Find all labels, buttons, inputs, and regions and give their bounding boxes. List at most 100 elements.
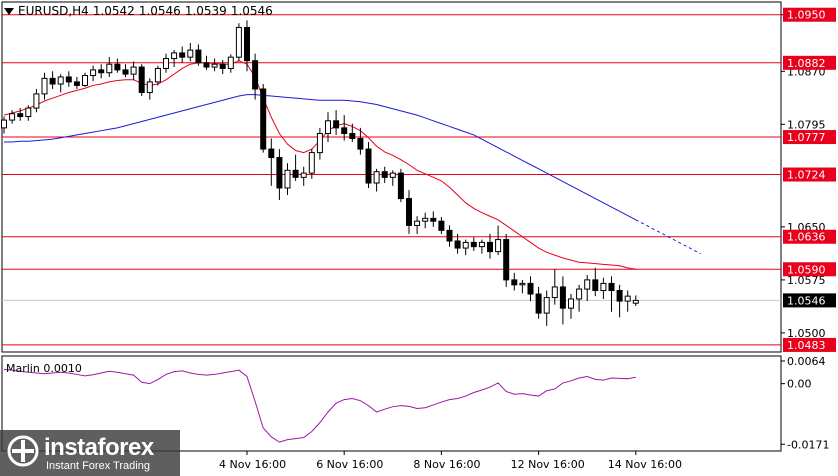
ma-slow-projection bbox=[635, 219, 701, 255]
candle-bull bbox=[82, 75, 88, 86]
level-label: 1.0950 bbox=[787, 9, 826, 22]
candle-bull bbox=[462, 241, 469, 249]
instaforex-logo-icon bbox=[7, 435, 39, 467]
candle-bear bbox=[527, 282, 534, 295]
candle-bull bbox=[154, 67, 161, 83]
candle-bear bbox=[535, 293, 542, 314]
candle-bull bbox=[284, 169, 291, 189]
candle-bull bbox=[163, 58, 169, 69]
candle-bull bbox=[227, 56, 234, 69]
candle-bear bbox=[616, 289, 623, 302]
candle-bull bbox=[422, 217, 429, 222]
level-label: 1.0724 bbox=[787, 169, 826, 182]
close-value: 1.0546 bbox=[230, 4, 273, 18]
candle-bull bbox=[41, 77, 48, 95]
candle-bull bbox=[600, 282, 607, 291]
time-tick-label: 8 Nov 16:00 bbox=[413, 458, 480, 471]
level-label-box bbox=[783, 130, 836, 145]
candle-bear bbox=[357, 137, 364, 150]
candle-bull bbox=[106, 63, 113, 74]
candle-bear bbox=[219, 63, 226, 69]
symbol-label: EURUSD,H4 bbox=[18, 4, 89, 18]
candle-bull bbox=[543, 297, 550, 314]
candle-bull bbox=[576, 288, 583, 300]
candle-bear bbox=[17, 113, 24, 118]
logo-name: instaforex bbox=[44, 434, 154, 461]
candle-bear bbox=[73, 81, 80, 86]
candle-bear bbox=[608, 282, 615, 291]
time-tick-label: 4 Nov 16:00 bbox=[219, 458, 286, 471]
logo-tagline: Instant Forex Trading bbox=[46, 460, 150, 472]
level-label-box bbox=[783, 337, 836, 352]
candle-bull bbox=[389, 172, 396, 178]
candle-bull bbox=[130, 66, 137, 75]
high-value: 1.0546 bbox=[138, 4, 181, 18]
level-label-box bbox=[783, 55, 836, 70]
level-label: 1.0483 bbox=[787, 339, 826, 352]
candle-bear bbox=[65, 76, 72, 83]
candle-bear bbox=[268, 148, 275, 159]
candle-bull bbox=[414, 220, 421, 226]
candle-bull bbox=[584, 279, 591, 290]
candle-bear bbox=[446, 229, 453, 242]
candle-bull bbox=[495, 239, 502, 253]
open-value: 1.0542 bbox=[92, 4, 135, 18]
level-label: 1.0882 bbox=[787, 57, 826, 70]
osc-tick-label: -0.0171 bbox=[787, 438, 829, 451]
candle-bear bbox=[592, 279, 599, 291]
candle-bear bbox=[349, 133, 356, 139]
candle-bear bbox=[252, 60, 259, 90]
candle-bear bbox=[454, 240, 461, 249]
oscillator-line bbox=[3, 368, 636, 443]
ma-slow-line bbox=[4, 94, 637, 221]
level-label-box bbox=[783, 262, 836, 277]
level-label: 1.0590 bbox=[787, 263, 826, 276]
candle-bear bbox=[195, 49, 202, 64]
low-value: 1.0539 bbox=[184, 4, 227, 18]
indicator-label: Marlin 0.0010 bbox=[6, 362, 82, 375]
price-tick-label: 1.0500 bbox=[787, 327, 826, 340]
candle-bear bbox=[333, 120, 340, 129]
current-price-box bbox=[783, 293, 836, 308]
candle-bull bbox=[373, 171, 380, 184]
watermark-logo: instaforex Instant Forex Trading bbox=[0, 430, 180, 476]
candle-bear bbox=[203, 62, 210, 68]
time-axis: 4 Nov 16:00 6 Nov 16:00 8 Nov 16:00 12 Nov … bbox=[219, 451, 682, 471]
chart-header: EURUSD,H4 1.0542 1.0546 1.0539 1.0546 bbox=[4, 4, 277, 18]
level-label-box bbox=[783, 7, 836, 22]
candle-bull bbox=[25, 107, 32, 118]
osc-tick-label: 0.00 bbox=[787, 378, 812, 391]
candle-bear bbox=[122, 69, 129, 75]
level-label: 1.0777 bbox=[787, 131, 826, 144]
candle-bull bbox=[308, 152, 315, 174]
candle-bear bbox=[381, 171, 388, 178]
level-label-box bbox=[783, 229, 836, 244]
candle-bear bbox=[430, 217, 437, 222]
candle-bull bbox=[568, 298, 574, 309]
candle-bull bbox=[57, 76, 64, 85]
candle-bull bbox=[478, 241, 485, 248]
candle-bear bbox=[406, 198, 412, 226]
candle-bull bbox=[300, 172, 307, 178]
candle-bull bbox=[551, 286, 558, 299]
candle-bear bbox=[397, 172, 404, 200]
candlesticks bbox=[1, 20, 639, 326]
candle-bull bbox=[624, 295, 631, 302]
candle-bull bbox=[1, 119, 7, 129]
candle-bull bbox=[90, 69, 97, 77]
price-axis: 1.09501.08701.07951.06501.05751.05001.09… bbox=[781, 7, 836, 352]
candle-bear bbox=[276, 157, 283, 189]
candle-bull bbox=[33, 93, 40, 109]
osc-tick-label: 0.0064 bbox=[787, 355, 826, 368]
candle-bear bbox=[503, 239, 510, 281]
candle-bear bbox=[49, 77, 56, 85]
candle-bear bbox=[98, 69, 105, 74]
candle-bear bbox=[260, 88, 267, 150]
candle-bull bbox=[146, 81, 153, 94]
candle-bull bbox=[632, 299, 639, 304]
candle-bear bbox=[438, 220, 445, 231]
candle-bear bbox=[292, 169, 299, 178]
time-tick-label: 14 Nov 16:00 bbox=[608, 458, 682, 471]
collapse-triangle-icon[interactable] bbox=[4, 8, 14, 15]
